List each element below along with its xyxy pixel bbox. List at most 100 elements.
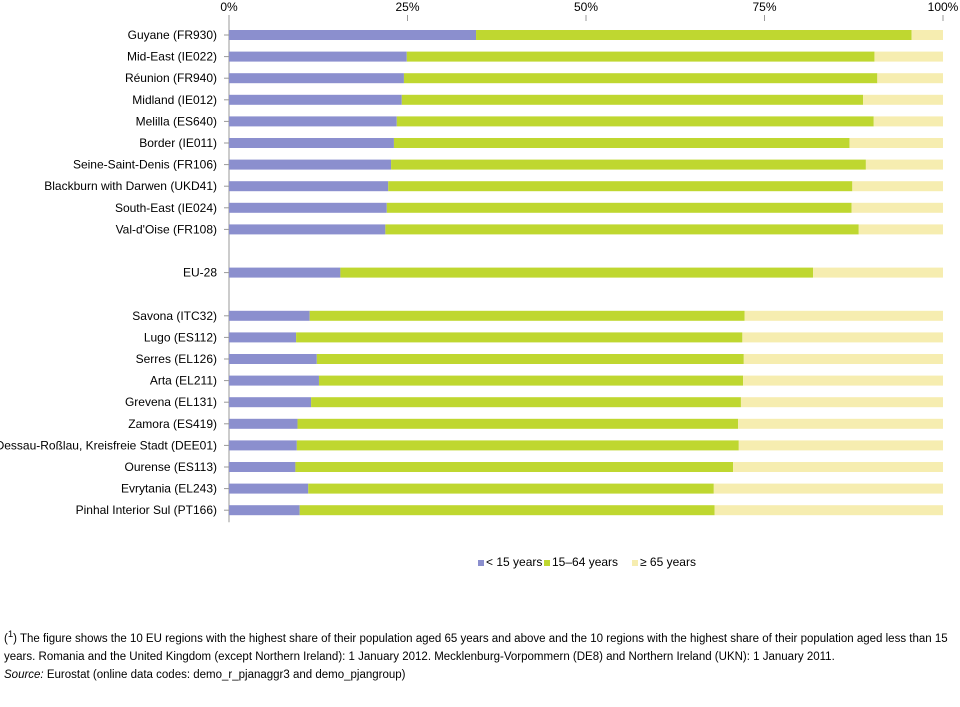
bar-segment [406, 51, 875, 62]
bar-segment [340, 267, 814, 278]
category-label: Savona (ITC32) [132, 309, 217, 323]
bar-segment [476, 30, 912, 40]
category-labels: Guyane (FR930) Mid-East (IE022) Réunion (F… [0, 28, 229, 517]
bar-segment [295, 462, 734, 472]
bar-segment [852, 181, 943, 192]
bar-segment [229, 397, 312, 408]
bar-segment [297, 418, 739, 429]
bar-segment [299, 505, 715, 516]
bar-segment [308, 483, 714, 494]
category-label: Blackburn with Darwen (UKD41) [44, 179, 217, 193]
bar-segment [714, 505, 943, 516]
bar-segment [388, 181, 853, 192]
bar-segment [229, 310, 310, 321]
stacked-bar-chart: 0% 25% 50% 75% 100% Guyane (FR930) Mid-East (… [0, 0, 959, 569]
bar-segment [401, 94, 864, 105]
bar-segment [229, 505, 300, 516]
bar-segment [229, 116, 397, 127]
bar-segment [386, 202, 852, 213]
bar-segment [877, 73, 943, 84]
bar-segment [858, 224, 943, 235]
bar-segment [316, 354, 744, 364]
category-label: Serres (EL126) [136, 352, 217, 366]
bar-segment [873, 116, 943, 127]
category-label: Ourense (ES113) [125, 460, 218, 474]
bar-segment [229, 138, 394, 148]
category-label: Guyane (FR930) [128, 28, 217, 42]
category-label: Dessau-Roßlau, Kreisfreie Stadt (DEE01) [0, 438, 217, 452]
footnote: (1) The figure shows the 10 EU regions w… [4, 626, 956, 684]
bar-segment [229, 332, 297, 343]
bar-segment [318, 375, 744, 386]
bar-segment [229, 483, 309, 494]
bar-segment [396, 116, 874, 127]
bar-segment [911, 30, 943, 40]
bar-segment [403, 73, 878, 84]
bar-segment [229, 94, 402, 105]
category-label: Evrytania (EL243) [121, 482, 217, 496]
legend-swatch [478, 560, 484, 566]
x-tick-label: 50% [574, 0, 598, 14]
bar-segment [742, 332, 943, 343]
footnote-marker: 1 [7, 629, 14, 640]
legend-swatch [632, 560, 638, 566]
x-tick-label: 0% [220, 0, 238, 14]
bar-segment [713, 483, 943, 494]
bar-segment [229, 224, 386, 235]
category-label: Réunion (FR940) [125, 71, 217, 85]
bar-segment [393, 138, 850, 148]
legend: < 15 years 15–64 years ≥ 65 years [478, 555, 696, 569]
bar-segment [311, 397, 741, 408]
category-label: Pinhal Interior Sul (PT166) [76, 503, 217, 517]
bar-segment [391, 159, 866, 170]
bar-segment [813, 267, 943, 278]
x-axis-ticks: 0% 25% 50% 75% 100% [220, 0, 959, 21]
category-label: Lugo (ES112) [144, 330, 217, 344]
bar-segment [229, 440, 297, 451]
category-label: Mid-East (IE022) [127, 50, 217, 64]
category-label: Midland (IE012) [132, 93, 217, 107]
bar-segment [229, 51, 407, 62]
bar-segment [296, 440, 739, 451]
bar-segment [865, 159, 943, 170]
category-label: Val-d'Oise (FR108) [116, 222, 217, 236]
bar-segment [229, 73, 404, 84]
bar-segment [229, 354, 317, 364]
category-label: Border (IE011) [139, 136, 217, 150]
bar-segment [229, 267, 341, 278]
bar-segment [743, 354, 943, 364]
x-tick-label: 25% [395, 0, 419, 14]
bar-segment [744, 310, 943, 321]
footnote-note: (1) The figure shows the 10 EU regions w… [4, 629, 948, 663]
footnote-text: The figure shows the 10 EU regions with … [4, 632, 948, 663]
category-label: Melilla (ES640) [136, 114, 217, 128]
x-tick-label: 75% [752, 0, 776, 14]
category-label: Grevena (EL131) [125, 395, 217, 409]
legend-swatch [544, 560, 550, 566]
bar-segment [851, 202, 943, 213]
footnote-source: Source: Eurostat (online data codes: dem… [4, 666, 956, 684]
bar-segment [229, 462, 296, 472]
bar-segment [229, 375, 319, 386]
bar-segment [849, 138, 943, 148]
category-label: Seine-Saint-Denis (FR106) [73, 158, 217, 172]
category-label: Zamora (ES419) [128, 417, 217, 431]
category-label: EU-28 [183, 266, 217, 280]
bar-segment [738, 440, 943, 451]
bar-segment [229, 181, 389, 192]
category-label: Arta (EL211) [150, 374, 217, 388]
legend-label: ≥ 65 years [640, 555, 696, 569]
bar-segment [229, 202, 387, 213]
bar-segment [385, 224, 859, 235]
bar-segment [309, 310, 745, 321]
x-tick-label: 100% [928, 0, 959, 14]
bar-segment [733, 462, 943, 472]
source-text: Eurostat (online data codes: demo_r_pjan… [43, 668, 406, 681]
category-label: South-East (IE024) [115, 201, 217, 215]
bar-segment [229, 159, 392, 170]
bar-segment [874, 51, 943, 62]
bar-segment [738, 418, 943, 429]
bar-segment [229, 30, 477, 40]
legend-label: < 15 years [486, 555, 542, 569]
bar-segment [229, 418, 298, 429]
